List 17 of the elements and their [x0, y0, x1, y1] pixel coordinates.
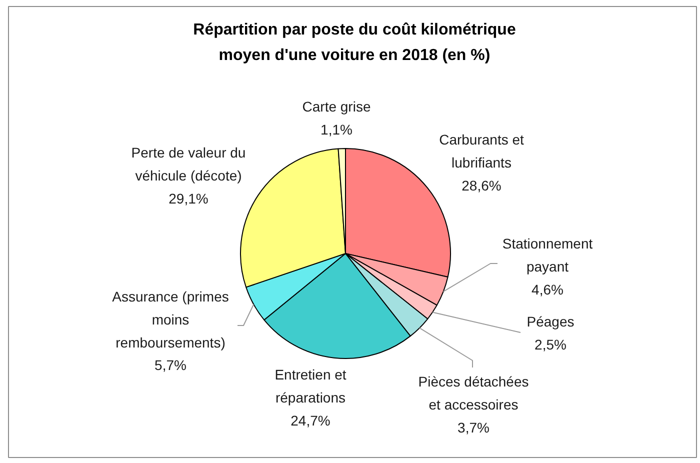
- slice-label: Entretien et réparations: [274, 366, 346, 406]
- slice-label: Assurance (primes moins remboursements): [112, 288, 229, 350]
- slice-label: Stationnement payant: [502, 236, 593, 274]
- slice-label: Perte de valeur du véhicule (décote): [131, 144, 246, 184]
- data-label: 1,1%: [320, 121, 352, 138]
- data-label: 28,6%: [462, 177, 502, 194]
- data-label: 24,7%: [290, 412, 330, 428]
- slice-label: Carburants et lubrifiants: [439, 132, 524, 170]
- data-label: 29,1%: [168, 190, 208, 206]
- data-label: 4,6%: [532, 281, 564, 298]
- slice-label: Carte grise: [302, 98, 371, 114]
- chart-title: Répartition par poste du coût kilométrique moyen d'une voiture en 2018 (en %): [193, 22, 516, 64]
- slice-label: Pièces détachées et accessoires: [418, 374, 529, 412]
- slice-label: Péages: [526, 314, 574, 330]
- data-label: 3,7%: [458, 419, 490, 436]
- data-label: 2,5%: [534, 336, 566, 352]
- data-label: 5,7%: [154, 357, 186, 374]
